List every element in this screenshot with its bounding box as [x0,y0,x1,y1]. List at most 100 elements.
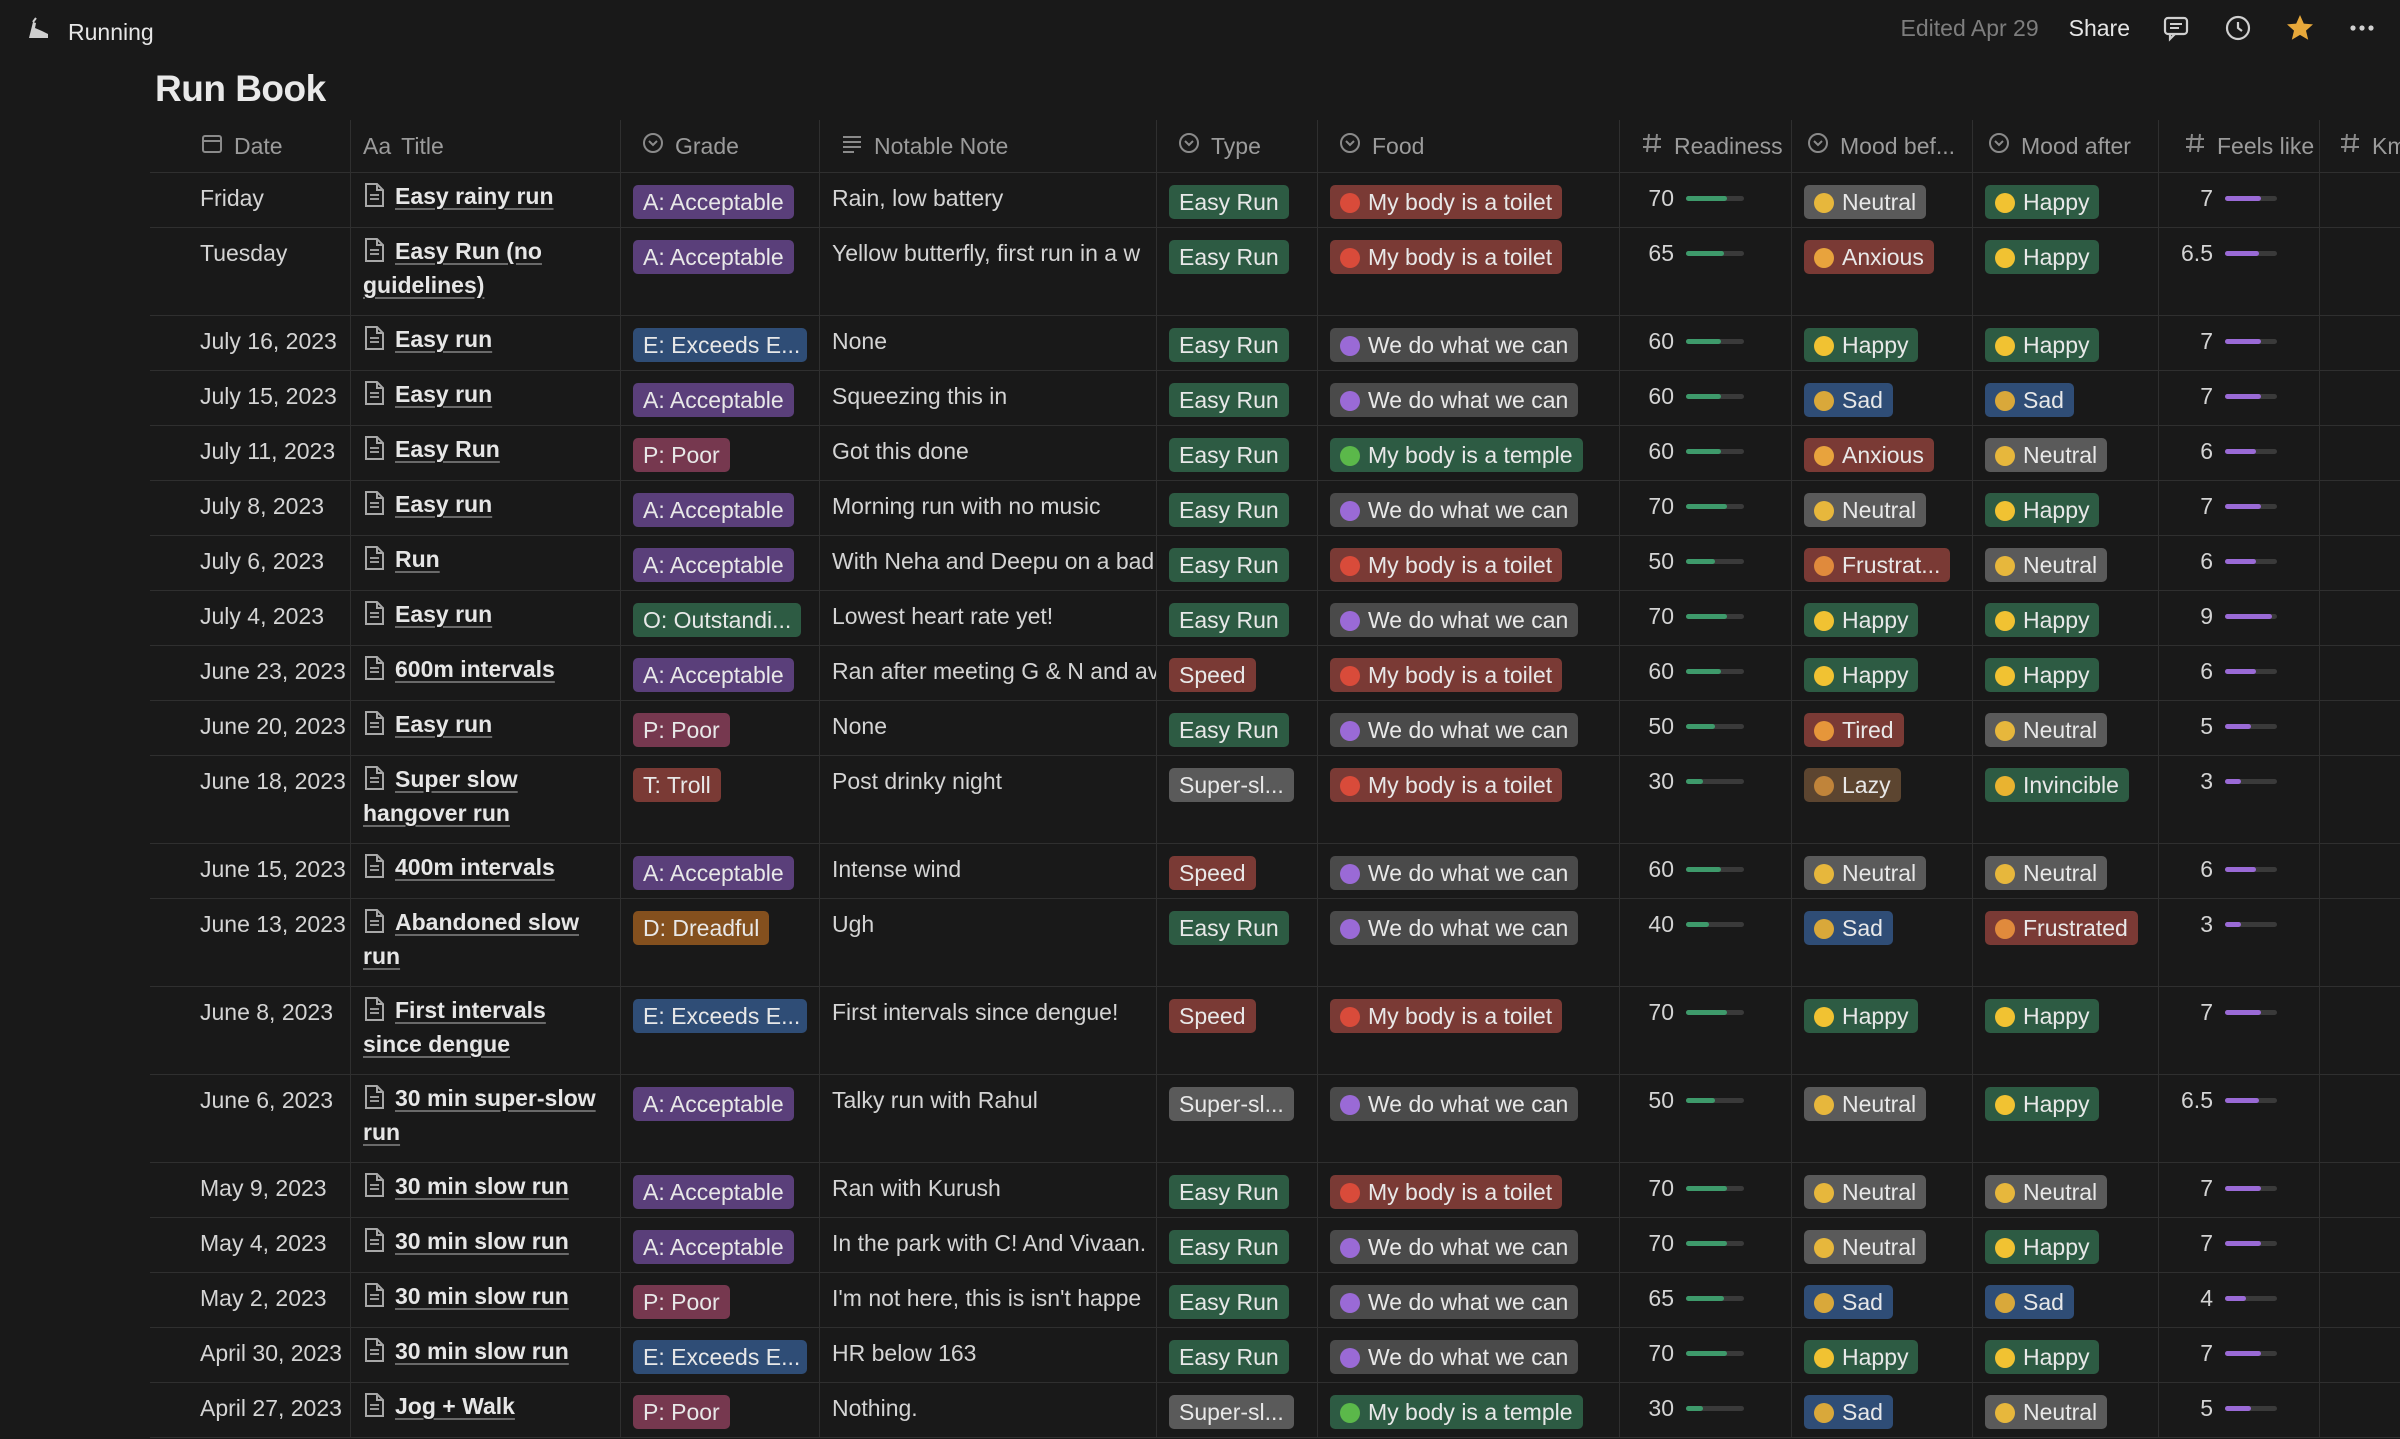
feels-like-cell[interactable]: 4 [2159,1273,2320,1327]
food-cell[interactable]: My body is a toilet [1318,756,1620,843]
note-cell[interactable]: With Neha and Deepu on a bad [820,536,1157,590]
grade-cell[interactable]: A: Acceptable [621,173,820,227]
mood-before-tag[interactable]: Frustrat... [1804,548,1951,582]
page-link[interactable]: Super slow hangover run [363,762,608,830]
grade-cell[interactable]: D: Dreadful [621,899,820,986]
mood-after-tag[interactable]: Neutral [1985,856,2108,890]
type-cell[interactable]: Speed [1157,844,1318,898]
star-icon[interactable] [2284,12,2316,44]
type-tag[interactable]: Easy Run [1169,383,1289,417]
mood-before-tag[interactable]: Lazy [1804,768,1901,802]
grade-cell[interactable]: E: Exceeds E... [621,987,820,1074]
food-cell[interactable]: We do what we can [1318,371,1620,425]
food-cell[interactable]: We do what we can [1318,1075,1620,1162]
title-cell[interactable]: 400m intervals [351,844,621,898]
mood-after-tag[interactable]: Frustrated [1985,911,2138,945]
date-cell[interactable]: July 4, 2023 [150,591,351,645]
feels-like-cell[interactable]: 6.5 [2159,228,2320,315]
mood-after-cell[interactable]: Happy [1973,1075,2159,1162]
table-row[interactable]: Friday Easy rainy run A: Acceptable Rain, l… [150,173,2400,228]
mood-after-cell[interactable]: Neutral [1973,536,2159,590]
food-cell[interactable]: We do what we can [1318,481,1620,535]
date-cell[interactable]: June 13, 2023 [150,899,351,986]
type-tag[interactable]: Speed [1169,999,1256,1033]
mood-before-tag[interactable]: Neutral [1804,1175,1927,1209]
food-cell[interactable]: We do what we can [1318,899,1620,986]
mood-before-cell[interactable]: Sad [1792,899,1973,986]
table-row[interactable]: April 30, 2023 30 min slow run E: Exceeds … [150,1328,2400,1383]
mood-before-cell[interactable]: Neutral [1792,1075,1973,1162]
feels-like-cell[interactable]: 6 [2159,844,2320,898]
mood-before-tag[interactable]: Tired [1804,713,1904,747]
title-cell[interactable]: Easy Run (no guidelines) [351,228,621,315]
page-link[interactable]: Easy run [363,597,608,631]
mood-after-tag[interactable]: Happy [1985,1340,2100,1374]
mood-after-cell[interactable]: Invincible [1973,756,2159,843]
grade-cell[interactable]: O: Outstandi... [621,591,820,645]
km-cell[interactable] [2320,228,2400,315]
feels-like-cell[interactable]: 7 [2159,987,2320,1074]
title-cell[interactable]: First intervals since dengue [351,987,621,1074]
page-link[interactable]: 30 min slow run [363,1279,608,1313]
km-cell[interactable] [2320,481,2400,535]
note-cell[interactable]: In the park with C! And Vivaan. [820,1218,1157,1272]
mood-before-cell[interactable]: Neutral [1792,481,1973,535]
type-tag[interactable]: Easy Run [1169,1230,1289,1264]
mood-before-cell[interactable]: Sad [1792,371,1973,425]
mood-before-cell[interactable]: Sad [1792,1383,1973,1437]
date-cell[interactable]: Friday [150,173,351,227]
food-cell[interactable]: We do what we can [1318,701,1620,755]
type-cell[interactable]: Easy Run [1157,481,1318,535]
km-cell[interactable] [2320,1383,2400,1437]
type-tag[interactable]: Speed [1169,658,1256,692]
readiness-cell[interactable]: 70 [1620,1163,1792,1217]
mood-before-cell[interactable]: Frustrat... [1792,536,1973,590]
type-tag[interactable]: Easy Run [1169,240,1289,274]
mood-after-tag[interactable]: Happy [1985,603,2100,637]
note-cell[interactable]: Post drinky night [820,756,1157,843]
table-row[interactable]: July 6, 2023 Run A: Acceptable With Neha an… [150,536,2400,591]
grade-cell[interactable]: A: Acceptable [621,1163,820,1217]
date-cell[interactable]: May 2, 2023 [150,1273,351,1327]
mood-before-cell[interactable]: Tired [1792,701,1973,755]
grade-tag[interactable]: A: Acceptable [633,240,794,274]
grade-cell[interactable]: A: Acceptable [621,536,820,590]
food-tag[interactable]: My body is a toilet [1330,999,1563,1033]
feels-like-cell[interactable]: 7 [2159,1218,2320,1272]
feels-like-cell[interactable]: 7 [2159,173,2320,227]
type-cell[interactable]: Speed [1157,987,1318,1074]
grade-tag[interactable]: P: Poor [633,1285,730,1319]
type-cell[interactable]: Super-sl... [1157,1075,1318,1162]
note-cell[interactable]: HR below 163 [820,1328,1157,1382]
grade-tag[interactable]: O: Outstandi... [633,603,802,637]
mood-before-tag[interactable]: Happy [1804,603,1919,637]
page-link[interactable]: Abandoned slow run [363,905,608,973]
mood-before-tag[interactable]: Neutral [1804,856,1927,890]
type-tag[interactable]: Super-sl... [1169,768,1294,802]
title-cell[interactable]: 30 min super-slow run [351,1075,621,1162]
title-cell[interactable]: Easy run [351,701,621,755]
date-cell[interactable]: June 8, 2023 [150,987,351,1074]
date-cell[interactable]: July 16, 2023 [150,316,351,370]
mood-before-cell[interactable]: Lazy [1792,756,1973,843]
column-header-readiness[interactable]: Readiness [1620,120,1792,172]
food-tag[interactable]: We do what we can [1330,1285,1579,1319]
km-cell[interactable] [2320,646,2400,700]
type-tag[interactable]: Speed [1169,856,1256,890]
mood-after-tag[interactable]: Neutral [1985,1175,2108,1209]
title-cell[interactable]: 30 min slow run [351,1273,621,1327]
food-cell[interactable]: We do what we can [1318,1328,1620,1382]
page-link[interactable]: Easy run [363,377,608,411]
km-cell[interactable] [2320,1218,2400,1272]
table-row[interactable]: July 4, 2023 Easy run O: Outstandi... Lowes… [150,591,2400,646]
food-tag[interactable]: My body is a temple [1330,438,1583,472]
feels-like-cell[interactable]: 9 [2159,591,2320,645]
readiness-cell[interactable]: 65 [1620,228,1792,315]
column-header-title[interactable]: Aa Title [351,120,621,172]
km-cell[interactable] [2320,987,2400,1074]
mood-before-tag[interactable]: Sad [1804,383,1893,417]
grade-tag[interactable]: A: Acceptable [633,185,794,219]
table-row[interactable]: June 8, 2023 First intervals since dengue… [150,987,2400,1075]
grade-cell[interactable]: T: Troll [621,756,820,843]
food-tag[interactable]: We do what we can [1330,713,1579,747]
